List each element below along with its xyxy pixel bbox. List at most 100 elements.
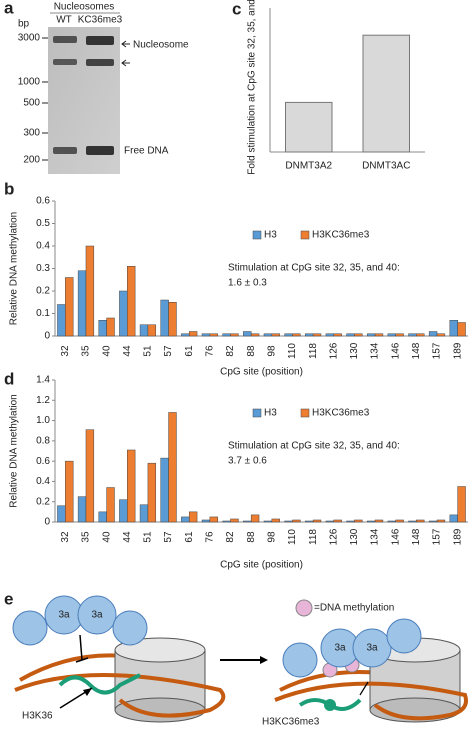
bar: [416, 333, 425, 337]
bar: [139, 324, 149, 337]
bar: [250, 333, 260, 337]
bar: [188, 511, 198, 523]
bp-label: 3000: [18, 33, 41, 44]
bar: [366, 333, 376, 337]
bar: [98, 511, 107, 523]
bar: [292, 333, 301, 337]
x-tick-label: 44: [122, 345, 133, 357]
lane-label: KC36me3: [78, 15, 123, 26]
bar: [181, 333, 190, 337]
bar: [106, 487, 115, 523]
bar: [243, 331, 252, 337]
y-tick-label: 0.2: [36, 286, 50, 297]
y-tick-label: 0.4: [36, 241, 50, 252]
x-tick-label: DNMT3A2: [285, 161, 332, 172]
bar: [325, 520, 335, 523]
bar: [374, 519, 384, 523]
bar: [408, 520, 417, 523]
legend-swatch: [300, 230, 310, 240]
x-tick-label: 146: [390, 342, 401, 359]
bar: [139, 504, 149, 523]
y-tick-label: 0.8: [36, 435, 50, 446]
y-tick-label: 1.0: [36, 415, 50, 426]
bar: [292, 519, 301, 523]
bar: [449, 320, 458, 337]
bar: [85, 245, 95, 337]
bar: [325, 333, 335, 337]
annotation: Stimulation at CpG site 32, 35, and 40:: [228, 263, 400, 274]
y-axis-title: Relative DNA methylation: [9, 212, 20, 325]
x-tick-label: 32: [60, 531, 71, 543]
bar: [127, 449, 136, 523]
bar: [449, 514, 458, 523]
bar: [387, 520, 396, 523]
x-tick-label: 134: [370, 528, 381, 545]
x-tick-label: 57: [163, 531, 174, 543]
legend-swatch: [252, 230, 262, 240]
diagram: [12, 595, 468, 723]
y-tick-label: 1.2: [36, 395, 50, 406]
y-tick-label: 0.1: [36, 308, 50, 319]
bar: [416, 519, 425, 523]
x-tick-label: 40: [101, 531, 112, 543]
bar: [263, 333, 273, 337]
gel-header: Nucleosomes: [54, 2, 115, 13]
bar: [168, 302, 177, 337]
arrow: [121, 59, 130, 67]
protein-label: 3a: [58, 610, 70, 621]
bar: [312, 519, 322, 523]
bar: [250, 514, 260, 523]
x-tick-label: 110: [287, 529, 298, 545]
bar: [201, 519, 211, 523]
annotation: 3.7 ± 0.6: [228, 456, 267, 467]
panel-label: c: [232, 0, 241, 18]
annotation: Stimulation at CpG site 32, 35, and 40:: [228, 441, 400, 452]
x-tick-label: DNMT3AC: [362, 161, 410, 172]
histone-label: H3KC36me3: [262, 717, 320, 728]
bar: [98, 320, 107, 337]
x-tick-label: 61: [184, 345, 195, 357]
bar: [305, 333, 314, 337]
x-tick-label: 88: [246, 345, 257, 357]
bar: [230, 333, 239, 337]
y-tick-label: 1.4: [36, 375, 50, 386]
x-tick-label: 148: [411, 528, 422, 545]
panel-label: a: [4, 0, 14, 17]
bar: [333, 333, 342, 337]
x-tick-label: 126: [328, 342, 339, 359]
x-tick-label: 130: [349, 528, 360, 545]
bar: [354, 333, 363, 337]
x-tick-label: 32: [60, 345, 71, 357]
x-tick-label: 98: [266, 345, 277, 357]
bar: [222, 520, 231, 523]
bar: [209, 333, 218, 337]
bar: [168, 412, 177, 523]
bar: [127, 266, 136, 337]
x-tick-label: 76: [205, 345, 216, 357]
y-tick-label: 0.2: [36, 496, 50, 507]
y-axis-title: Fold stimulation at CpG site 32, 35, and…: [247, 0, 258, 175]
bar: [312, 333, 322, 337]
bar: [428, 331, 438, 337]
bar: [457, 486, 466, 523]
legend-swatch: [252, 408, 262, 418]
bar: [147, 462, 157, 523]
bar: [160, 457, 169, 523]
bar: [201, 333, 211, 337]
x-tick-label: 118: [308, 529, 319, 545]
bar: [428, 520, 438, 523]
bar: [333, 519, 342, 523]
x-tick-label: 44: [122, 531, 133, 543]
bar: [106, 317, 115, 337]
bar: [457, 322, 466, 337]
bar: [209, 516, 218, 523]
bar: [374, 333, 384, 337]
band-label: Free DNA: [124, 146, 169, 157]
bar: [181, 516, 190, 523]
bar: [119, 290, 128, 337]
bar: [284, 520, 293, 523]
bar: [366, 520, 376, 523]
x-axis-title: CpG site (position): [220, 560, 303, 571]
legend-label: =DNA methylation: [314, 603, 394, 614]
